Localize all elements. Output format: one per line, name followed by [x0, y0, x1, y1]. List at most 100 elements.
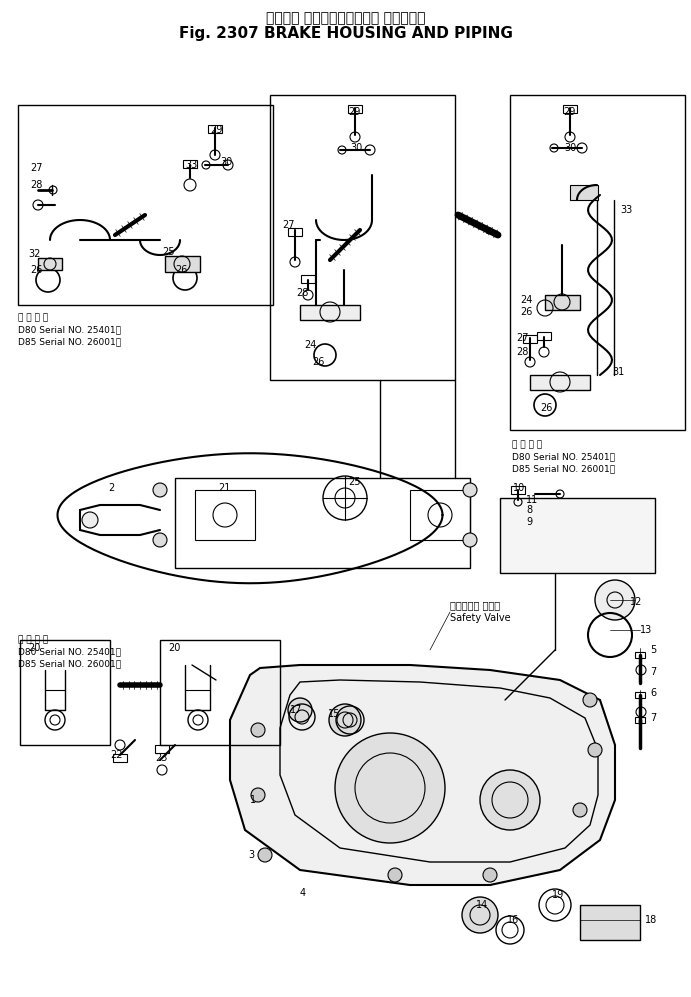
Bar — [183, 160, 197, 168]
Text: 24: 24 — [304, 340, 316, 350]
Text: 12: 12 — [630, 597, 643, 607]
Circle shape — [588, 743, 602, 757]
Bar — [195, 490, 255, 540]
Bar — [511, 486, 525, 494]
Circle shape — [258, 848, 272, 862]
Text: D80 Serial NO. 25401－: D80 Serial NO. 25401－ — [18, 647, 121, 656]
Circle shape — [462, 897, 498, 933]
Text: 32: 32 — [28, 249, 40, 259]
Text: 26: 26 — [30, 265, 42, 275]
Text: 10: 10 — [513, 483, 525, 493]
Circle shape — [251, 788, 265, 802]
Text: 13: 13 — [640, 625, 652, 635]
Circle shape — [82, 512, 98, 528]
Bar — [348, 105, 362, 113]
Bar — [270, 95, 455, 380]
Text: D80 Serial NO. 25401－: D80 Serial NO. 25401－ — [18, 325, 121, 335]
Bar — [208, 125, 222, 133]
Circle shape — [480, 770, 540, 830]
Text: 21: 21 — [218, 483, 230, 493]
Text: 28: 28 — [30, 180, 42, 190]
Text: 適 用 号 機: 適 用 号 機 — [512, 441, 542, 450]
Polygon shape — [38, 258, 62, 270]
Circle shape — [595, 580, 635, 620]
Polygon shape — [300, 305, 360, 320]
Bar — [523, 335, 537, 343]
Text: 23: 23 — [155, 753, 167, 763]
Text: 14: 14 — [476, 900, 489, 910]
Text: 6: 6 — [650, 688, 656, 698]
Bar — [155, 745, 169, 753]
Text: 29: 29 — [348, 107, 361, 117]
Text: 5: 5 — [650, 645, 656, 655]
Text: ブレーキ ハウジング　および パイピング: ブレーキ ハウジング および パイピング — [266, 11, 426, 25]
Text: D85 Serial NO. 26001－: D85 Serial NO. 26001－ — [18, 659, 121, 669]
Circle shape — [153, 483, 167, 497]
Circle shape — [463, 483, 477, 497]
Circle shape — [335, 733, 445, 843]
Text: 31: 31 — [612, 367, 624, 377]
Circle shape — [329, 704, 361, 736]
Bar — [500, 498, 655, 573]
Bar — [635, 652, 645, 658]
Text: 18: 18 — [645, 915, 657, 925]
Text: 8: 8 — [526, 505, 532, 515]
Text: 19: 19 — [552, 890, 565, 900]
Text: 4: 4 — [300, 888, 306, 898]
Circle shape — [463, 533, 477, 547]
Polygon shape — [545, 295, 580, 310]
Circle shape — [251, 723, 265, 737]
Text: 11: 11 — [526, 495, 538, 505]
Text: 9: 9 — [526, 517, 532, 527]
Text: 25: 25 — [162, 247, 175, 257]
Text: 27: 27 — [516, 333, 529, 343]
Text: 26: 26 — [540, 403, 552, 413]
Bar — [160, 640, 280, 745]
Text: 17: 17 — [290, 705, 303, 715]
Text: 27: 27 — [282, 220, 294, 230]
Text: 25: 25 — [348, 477, 361, 487]
Text: 2: 2 — [108, 483, 114, 493]
Text: 7: 7 — [650, 713, 656, 723]
Bar — [635, 692, 645, 698]
Text: 33: 33 — [620, 205, 632, 215]
Text: 適 用 号 機: 適 用 号 機 — [18, 635, 48, 644]
Circle shape — [483, 868, 497, 882]
Text: 30: 30 — [350, 143, 362, 153]
Polygon shape — [230, 665, 615, 885]
Text: D85 Serial NO. 26001－: D85 Serial NO. 26001－ — [18, 338, 121, 347]
Text: セーフティ バルブ: セーフティ バルブ — [450, 600, 500, 610]
Text: 20: 20 — [168, 643, 180, 653]
Bar — [410, 490, 470, 540]
Text: 28: 28 — [516, 347, 529, 357]
Text: 16: 16 — [507, 915, 519, 925]
Circle shape — [153, 533, 167, 547]
Bar — [20, 640, 110, 745]
Polygon shape — [580, 905, 640, 940]
Text: 33: 33 — [185, 160, 197, 170]
Bar — [113, 754, 127, 762]
Polygon shape — [165, 256, 200, 272]
Bar — [288, 228, 302, 236]
Text: Fig. 2307 BRAKE HOUSING AND PIPING: Fig. 2307 BRAKE HOUSING AND PIPING — [179, 27, 513, 42]
Text: 22: 22 — [110, 750, 122, 760]
Text: 30: 30 — [220, 157, 232, 167]
Circle shape — [288, 698, 312, 722]
Circle shape — [583, 693, 597, 707]
Bar — [635, 717, 645, 723]
Bar — [537, 332, 551, 340]
Text: 1: 1 — [250, 795, 256, 805]
Text: 29: 29 — [563, 107, 576, 117]
Bar — [563, 105, 577, 113]
Text: 26: 26 — [312, 357, 324, 367]
Text: D85 Serial NO. 26001－: D85 Serial NO. 26001－ — [512, 465, 615, 474]
Text: 7: 7 — [650, 667, 656, 677]
Bar — [301, 275, 315, 283]
Text: 15: 15 — [328, 709, 341, 719]
Text: Safety Valve: Safety Valve — [450, 613, 511, 623]
Text: 26: 26 — [520, 307, 532, 317]
Text: 20: 20 — [28, 643, 40, 653]
Text: 30: 30 — [564, 143, 576, 153]
Bar — [175, 478, 470, 568]
Text: 29: 29 — [210, 125, 223, 135]
